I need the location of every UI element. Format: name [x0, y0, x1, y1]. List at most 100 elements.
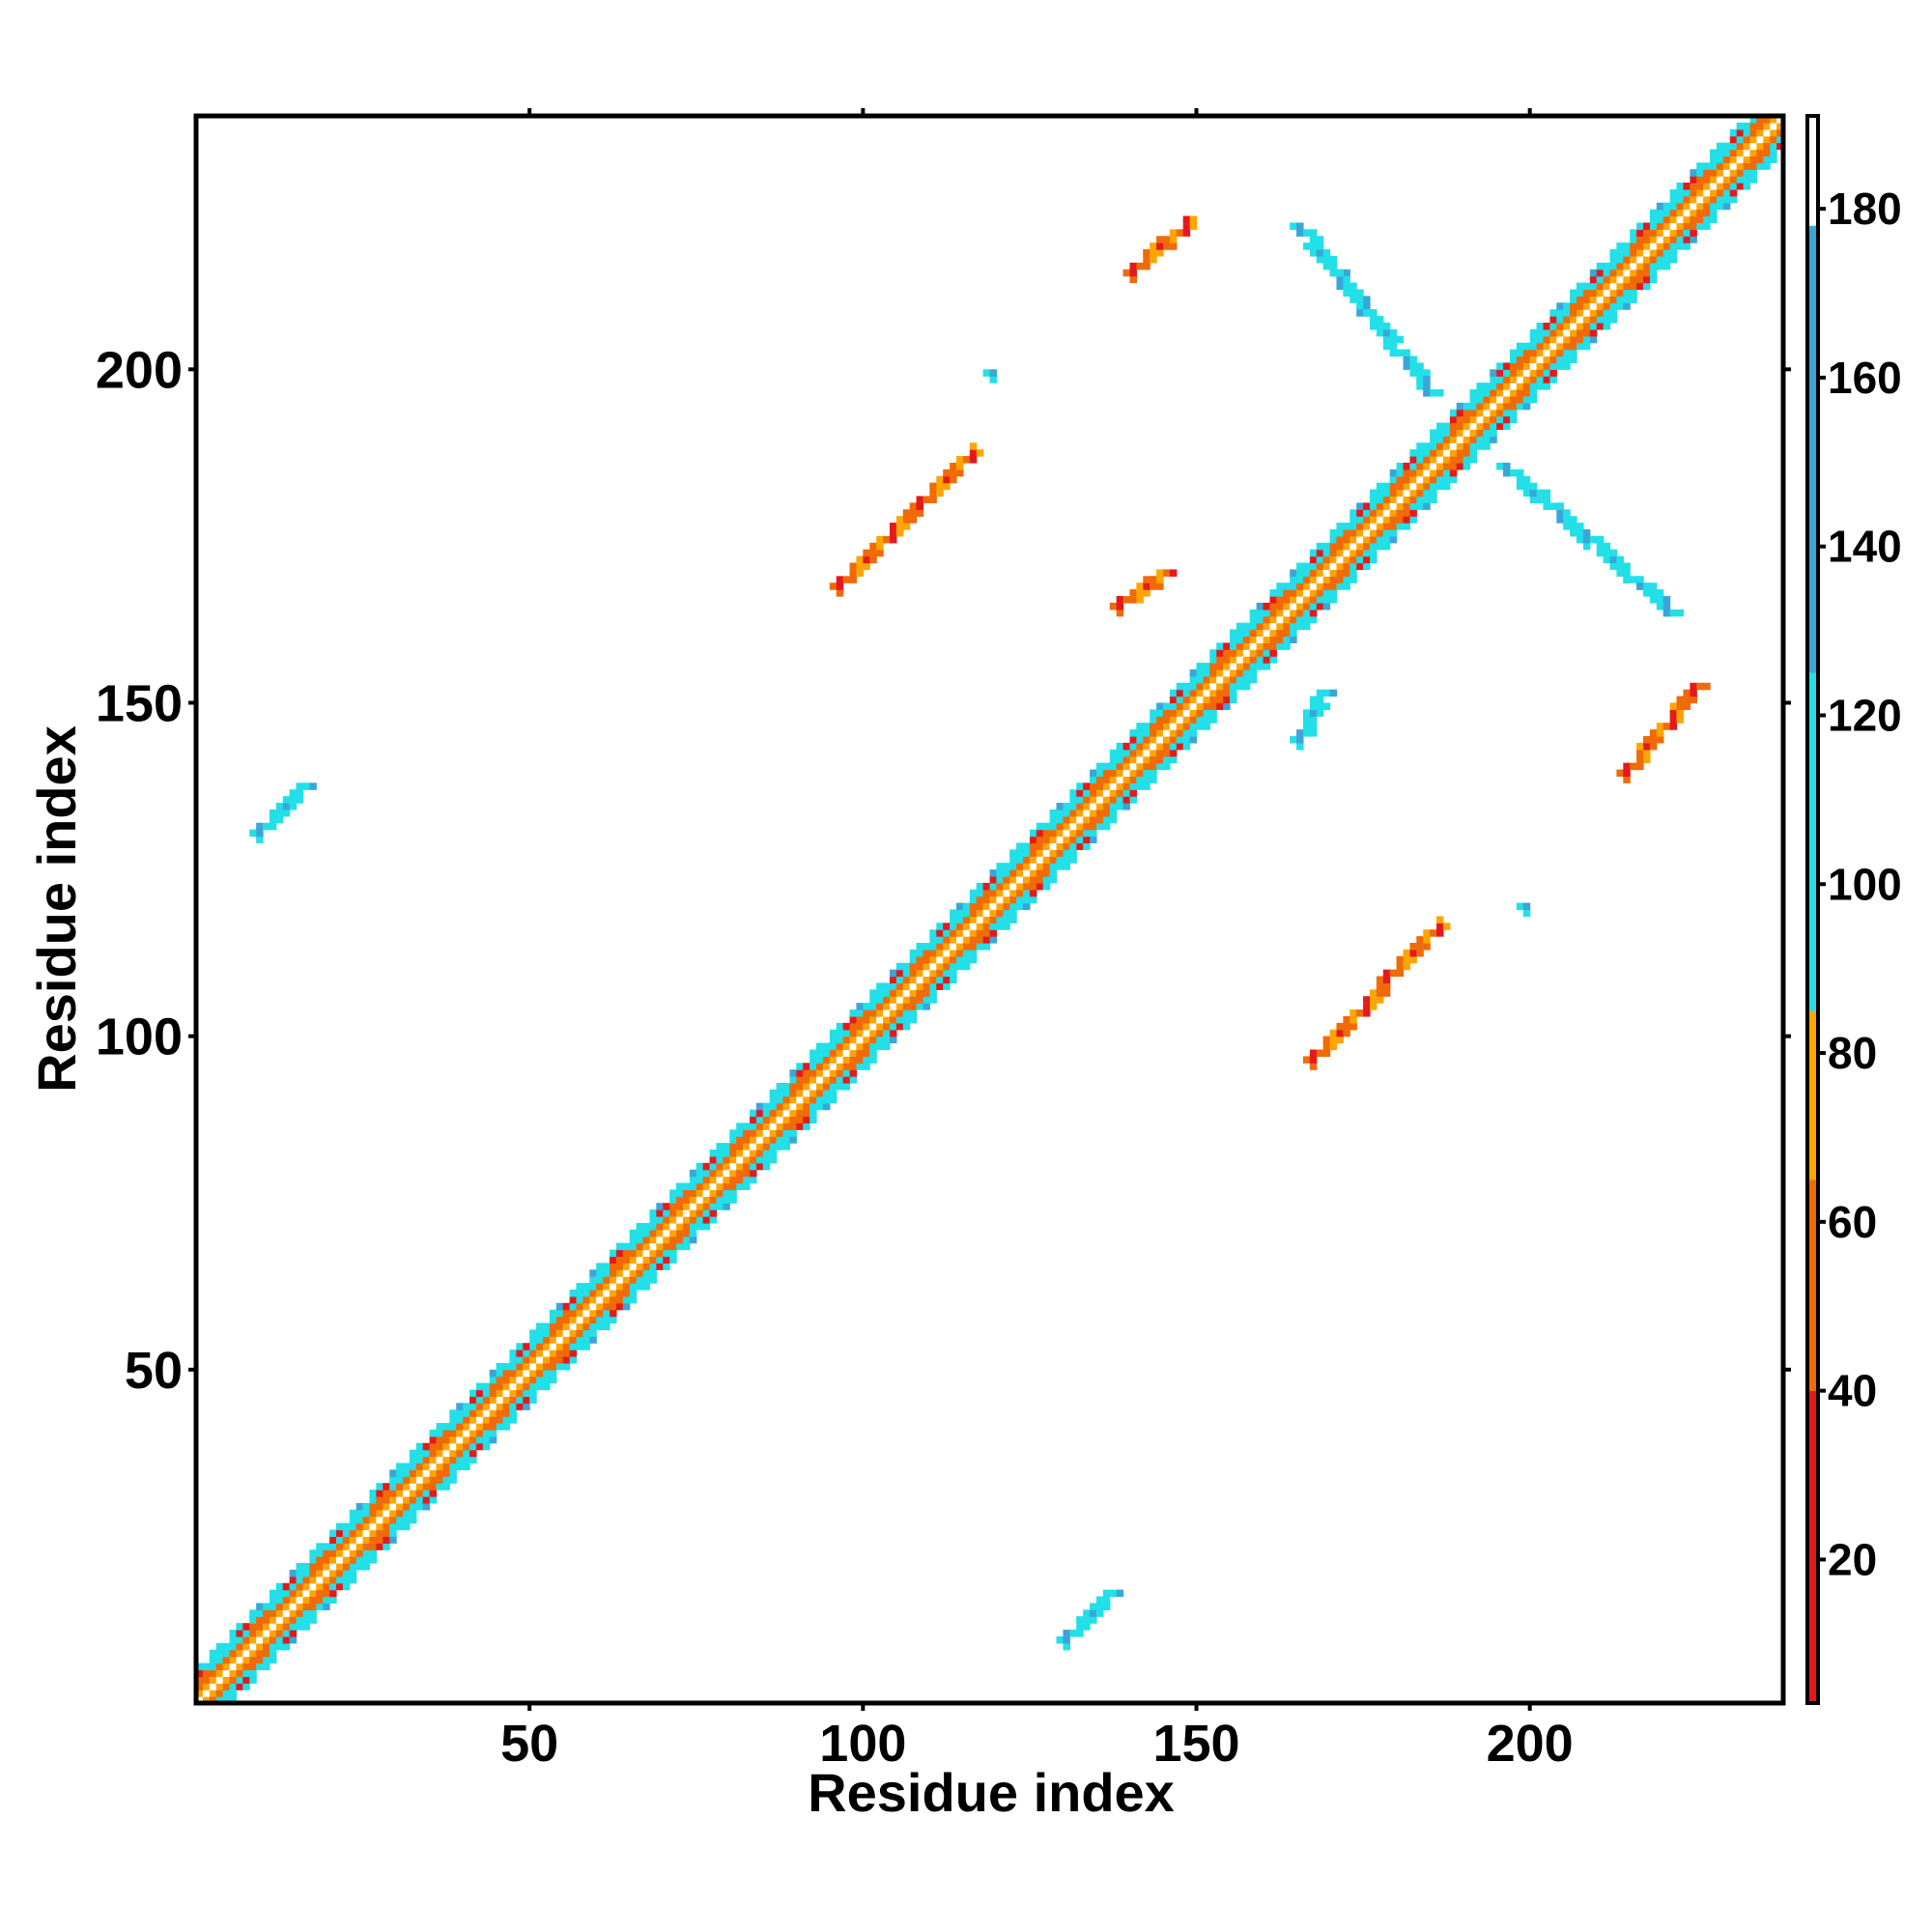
heatmap-cell [1543, 369, 1550, 377]
heatmap-cell [1603, 302, 1611, 310]
heatmap-cell [1696, 202, 1704, 211]
heatmap-cell [950, 923, 957, 930]
heatmap-cell [1490, 395, 1497, 404]
heatmap-cell [275, 1623, 284, 1631]
heatmap-cell [810, 1095, 817, 1104]
heatmap-cell [403, 1463, 411, 1470]
heatmap-cell [1363, 523, 1371, 530]
heatmap-cell [1256, 663, 1264, 670]
heatmap-cell [1503, 383, 1511, 390]
heatmap-cell [1203, 689, 1210, 697]
heatmap-cell [803, 1063, 810, 1070]
heatmap-cell [1496, 376, 1504, 384]
heatmap-cell [1536, 369, 1545, 377]
heatmap-cell [943, 955, 951, 964]
heatmap-cell [1449, 469, 1458, 477]
heatmap-cell [1129, 776, 1137, 783]
heatmap-cell [1336, 275, 1344, 284]
heatmap-cell [1063, 829, 1070, 838]
heatmap-cell [1582, 309, 1591, 317]
heatmap-cell [1449, 462, 1458, 470]
heatmap-cell [1503, 389, 1511, 397]
heatmap-cell [316, 1569, 324, 1577]
heatmap-cell [1309, 562, 1318, 571]
heatmap-cell [1116, 1589, 1124, 1598]
heatmap-cell [909, 962, 918, 971]
heatmap-cell [615, 1249, 624, 1258]
heatmap-cell [810, 1089, 817, 1097]
heatmap-cell [656, 1209, 664, 1217]
heatmap-cell [916, 982, 924, 990]
heatmap-cell [376, 1490, 384, 1497]
heatmap-cell [596, 1295, 604, 1304]
heatmap-cell [689, 1169, 697, 1178]
heatmap-cell [269, 1609, 277, 1617]
heatmap-cell [376, 1502, 384, 1511]
heatmap-cell [1416, 442, 1424, 450]
colorbar-tick-label: 40 [1828, 1366, 1877, 1416]
heatmap-cell [849, 1009, 858, 1017]
heatmap-cell [1076, 822, 1084, 831]
heatmap-cell [663, 1222, 670, 1231]
heatmap-cell [1576, 342, 1584, 351]
heatmap-cell [362, 1563, 371, 1571]
heatmap-cell [1770, 116, 1777, 124]
heatmap-cell [335, 1529, 344, 1538]
heatmap-cell [256, 1649, 264, 1658]
heatmap-cell [950, 955, 957, 964]
heatmap-cell [509, 1403, 517, 1410]
heatmap-cell [1729, 156, 1738, 163]
heatmap-cell [883, 982, 891, 990]
heatmap-cell [702, 1216, 711, 1224]
heatmap-cell [889, 1003, 897, 1010]
heatmap-cell [403, 1495, 411, 1504]
heatmap-cell [302, 1616, 310, 1624]
heatmap-cell [489, 1369, 497, 1378]
heatmap-cell [1756, 116, 1764, 124]
heatmap-cell [989, 923, 998, 930]
heatmap-cell [969, 955, 978, 964]
heatmap-cell [1316, 242, 1324, 250]
heatmap-cell [1069, 789, 1077, 797]
heatmap-cell [1676, 215, 1685, 224]
heatmap-cell [776, 1082, 784, 1091]
heatmap-cell [1509, 383, 1518, 390]
heatmap-cell [810, 1063, 817, 1070]
heatmap-cell [1543, 349, 1550, 357]
heatmap-cell [449, 1442, 457, 1451]
heatmap-cell [436, 1449, 444, 1458]
heatmap-cell [1442, 482, 1451, 491]
heatmap-cell [1729, 188, 1738, 197]
heatmap-cell [1509, 469, 1518, 477]
heatmap-cell [950, 936, 957, 944]
heatmap-cell [422, 1483, 431, 1491]
heatmap-cell [215, 1676, 224, 1684]
heatmap-cell [1669, 195, 1678, 204]
heatmap-cell [1102, 1589, 1111, 1598]
heatmap-cell [1509, 409, 1518, 417]
heatmap-cell [1516, 482, 1524, 491]
heatmap-cell [576, 1283, 583, 1291]
heatmap-cell [916, 943, 924, 951]
heatmap-cell [1122, 803, 1131, 810]
heatmap-cell [1609, 249, 1618, 257]
heatmap-cell [702, 1222, 711, 1231]
heatmap-cell [1322, 702, 1331, 710]
heatmap-cell [1743, 128, 1751, 137]
heatmap-cell [1182, 689, 1191, 697]
heatmap-cell [1563, 355, 1571, 364]
heatmap-cell [442, 1429, 450, 1437]
heatmap-cell [256, 1662, 264, 1671]
heatmap-cell [822, 1056, 831, 1064]
heatmap-cell [789, 1129, 797, 1137]
heatmap-cell [1749, 162, 1757, 170]
heatmap-cell [969, 902, 978, 911]
heatmap-cell [1230, 663, 1237, 670]
heatmap-cell [936, 962, 944, 971]
heatmap-cell [696, 1203, 704, 1210]
heatmap-cell [1716, 156, 1724, 163]
heatmap-cell [1336, 555, 1344, 564]
heatmap-cell [1350, 289, 1357, 297]
heatmap-cell [482, 1403, 491, 1410]
heatmap-cell [729, 1176, 737, 1184]
